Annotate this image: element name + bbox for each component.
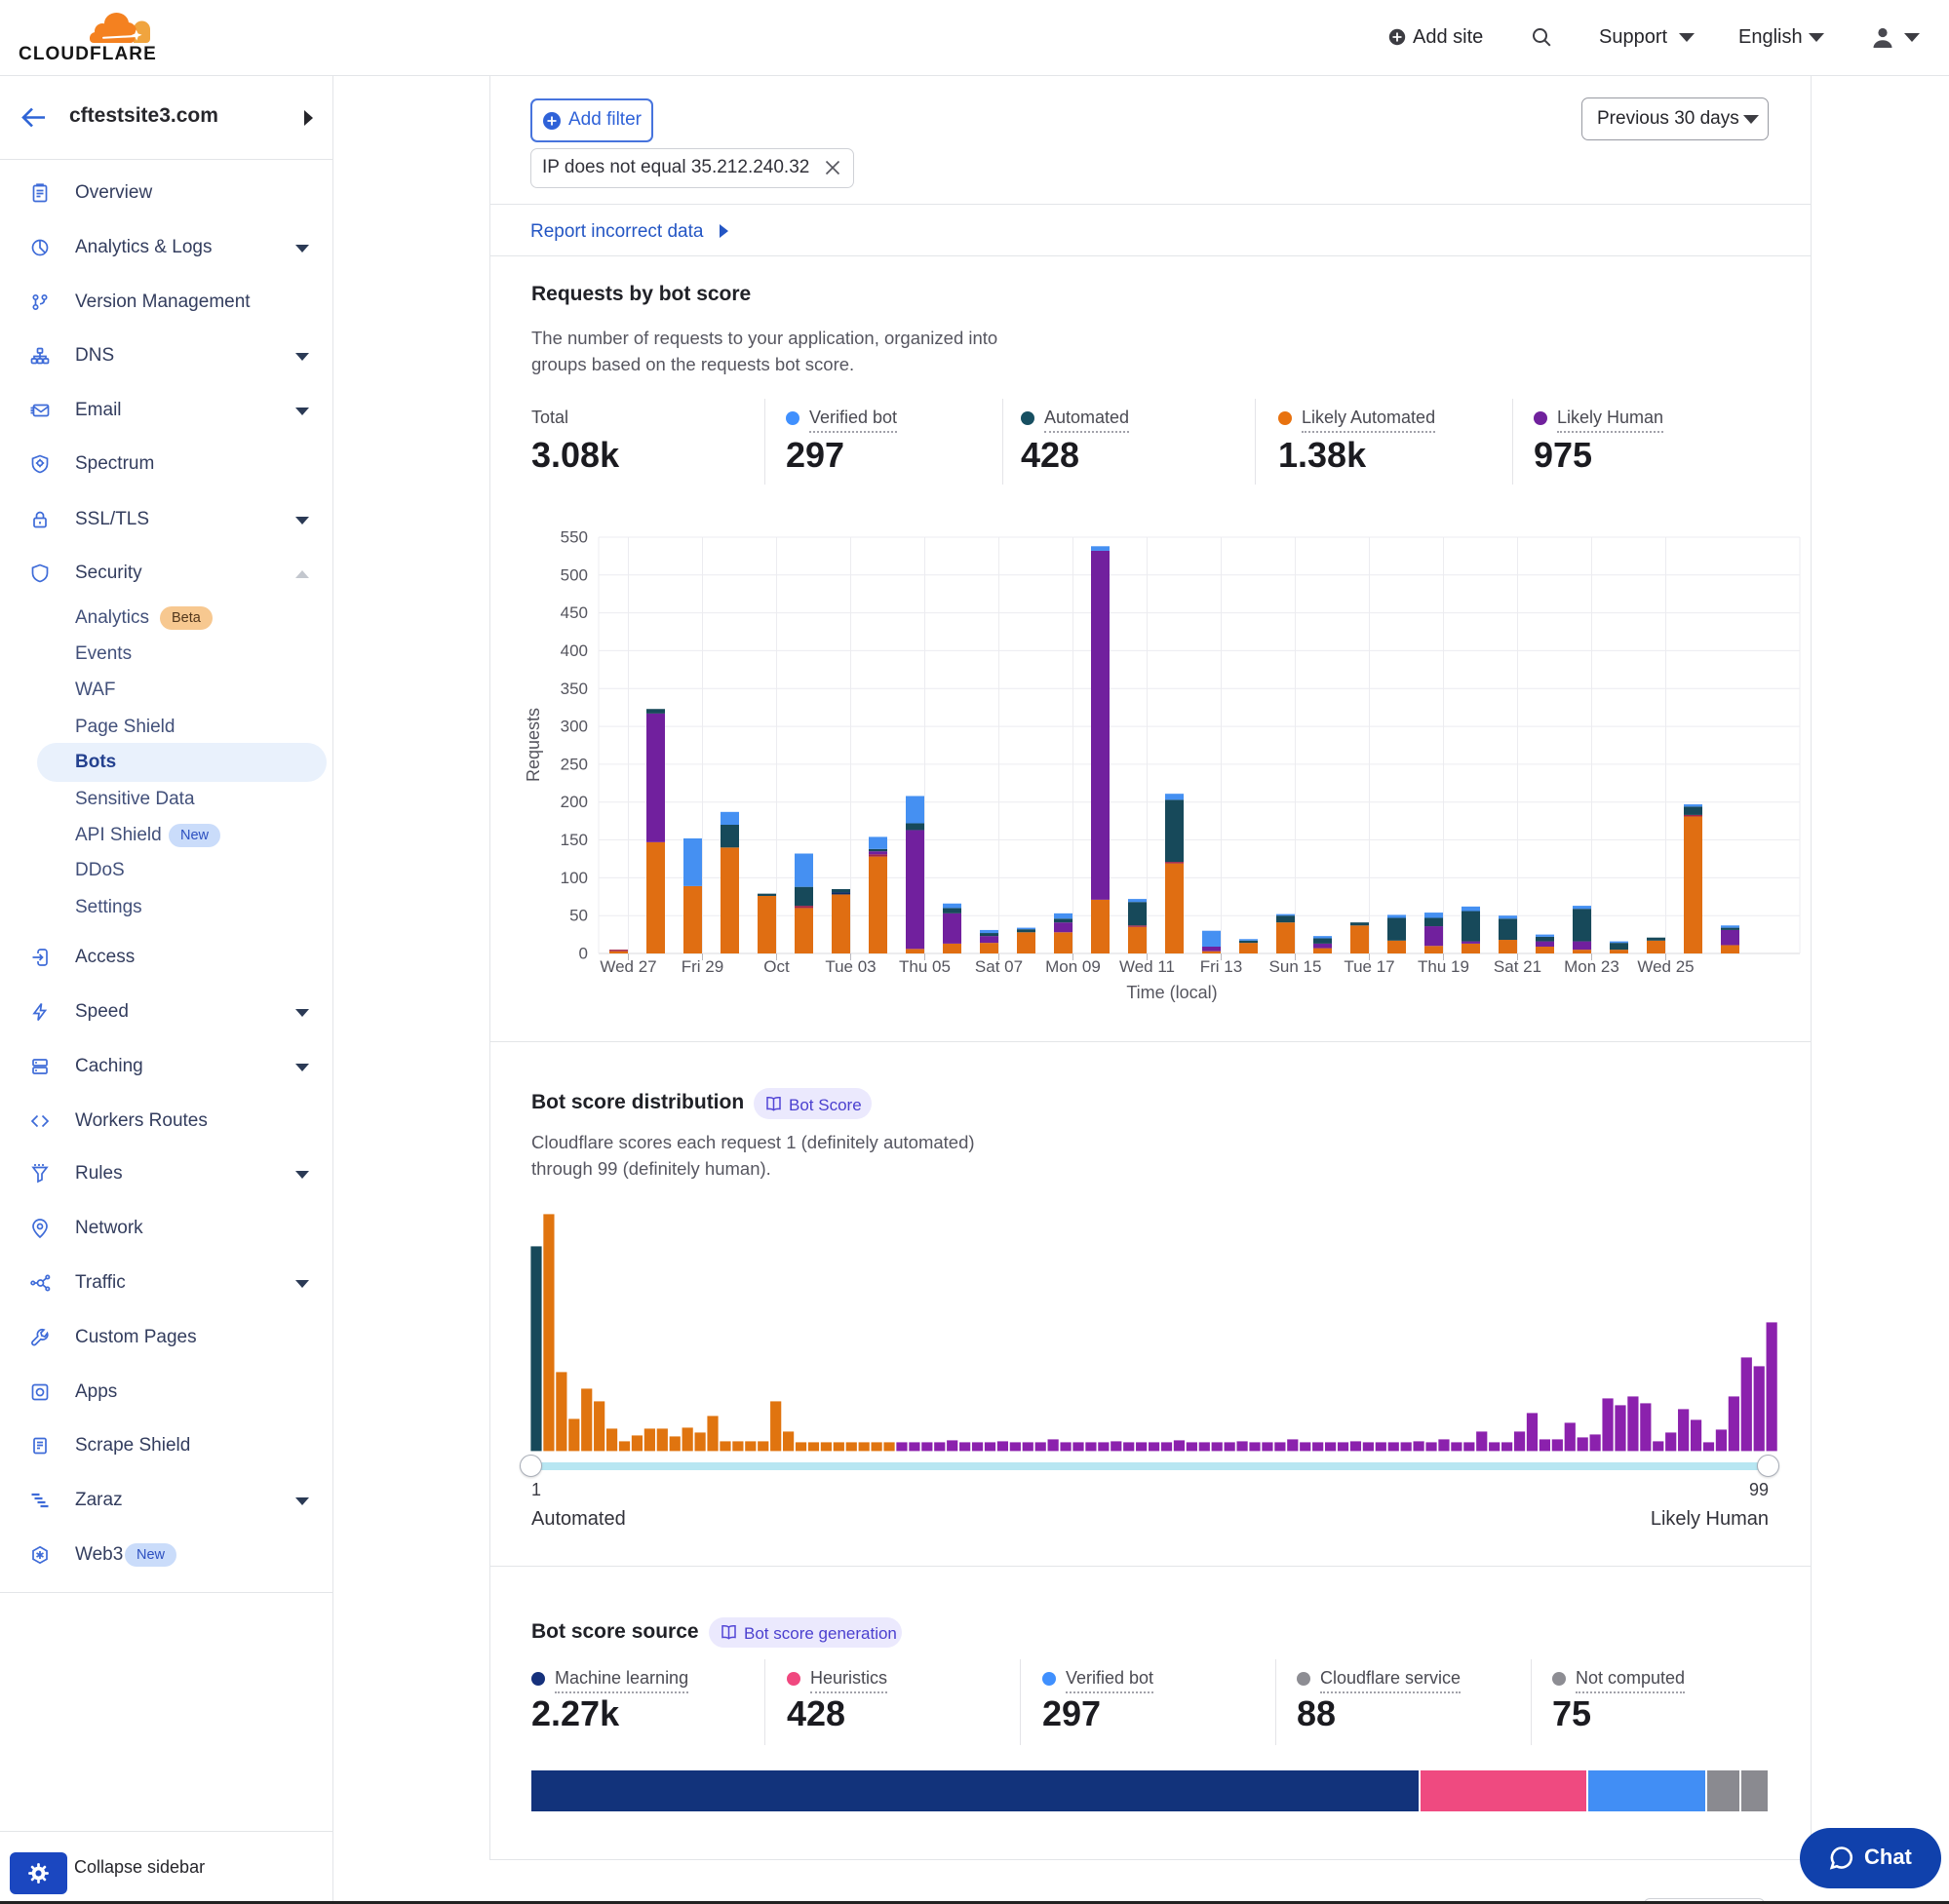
svg-text:Requests: Requests xyxy=(524,708,543,782)
svg-text:Sun 15: Sun 15 xyxy=(1269,957,1322,976)
svg-text:Wed 27: Wed 27 xyxy=(600,957,656,976)
svg-text:250: 250 xyxy=(561,755,588,773)
svg-text:Thu 05: Thu 05 xyxy=(899,957,951,976)
svg-text:Fri 29: Fri 29 xyxy=(682,957,723,976)
svg-text:150: 150 xyxy=(561,831,588,849)
svg-text:0: 0 xyxy=(579,945,588,963)
svg-text:200: 200 xyxy=(561,793,588,811)
svg-text:50: 50 xyxy=(569,907,588,925)
svg-text:Mon 09: Mon 09 xyxy=(1045,957,1101,976)
svg-text:Wed 25: Wed 25 xyxy=(1637,957,1694,976)
svg-text:300: 300 xyxy=(561,718,588,736)
svg-text:Fri 13: Fri 13 xyxy=(1200,957,1242,976)
svg-text:Oct: Oct xyxy=(763,957,790,976)
svg-text:500: 500 xyxy=(561,565,588,584)
svg-text:400: 400 xyxy=(561,641,588,660)
svg-text:Wed 11: Wed 11 xyxy=(1119,957,1175,976)
svg-text:350: 350 xyxy=(561,680,588,698)
svg-text:Thu 19: Thu 19 xyxy=(1418,957,1469,976)
svg-text:Sat 21: Sat 21 xyxy=(1494,957,1541,976)
svg-text:550: 550 xyxy=(561,528,588,547)
svg-text:100: 100 xyxy=(561,869,588,887)
svg-text:Tue 03: Tue 03 xyxy=(825,957,876,976)
svg-text:450: 450 xyxy=(561,603,588,622)
svg-text:Tue 17: Tue 17 xyxy=(1344,957,1394,976)
svg-text:Sat 07: Sat 07 xyxy=(975,957,1023,976)
svg-text:Mon 23: Mon 23 xyxy=(1564,957,1619,976)
svg-text:Time (local): Time (local) xyxy=(1126,983,1217,1002)
